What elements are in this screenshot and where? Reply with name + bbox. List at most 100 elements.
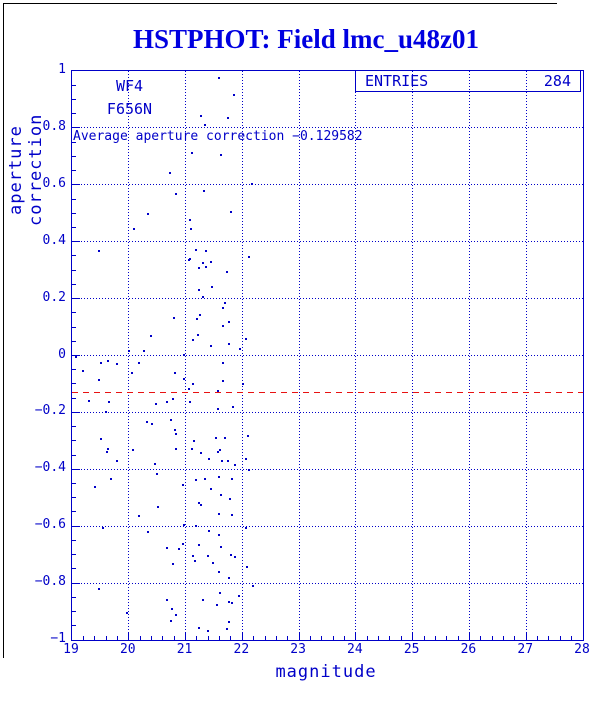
data-point (169, 619, 172, 622)
data-point (233, 555, 236, 558)
data-point (218, 571, 221, 573)
data-point (250, 182, 253, 185)
y-minor-tick (72, 340, 76, 342)
y-minor-tick (72, 554, 76, 556)
data-point (193, 439, 196, 442)
data-point (74, 355, 77, 358)
data-point (229, 553, 232, 556)
x-minor-tick (321, 636, 323, 640)
x-major-tick (355, 632, 357, 640)
x-minor-tick (116, 636, 118, 640)
y-tick-label: 0.2 (42, 289, 66, 305)
x-minor-tick (400, 636, 402, 640)
x-minor-tick (219, 636, 221, 640)
data-point (106, 448, 109, 451)
x-tick-label: 23 (290, 642, 306, 657)
data-point (189, 258, 192, 261)
data-point (190, 151, 193, 154)
x-minor-tick (378, 636, 380, 640)
y-minor-tick (72, 611, 76, 613)
data-point (198, 266, 201, 269)
data-point (211, 561, 214, 564)
x-minor-tick (537, 636, 539, 640)
data-point (227, 116, 230, 119)
data-point (187, 258, 190, 261)
horizontal-gridline (72, 355, 583, 356)
y-minor-tick (72, 283, 76, 285)
y-minor-tick (72, 440, 76, 442)
data-point (199, 452, 202, 455)
y-minor-tick (72, 84, 76, 86)
data-point (147, 213, 150, 216)
data-point (197, 334, 200, 337)
y-minor-tick (72, 568, 76, 570)
data-point (190, 227, 193, 230)
x-minor-tick (82, 636, 84, 640)
data-point (189, 219, 192, 222)
data-point (199, 114, 202, 117)
x-minor-tick (105, 636, 107, 640)
data-point (218, 534, 221, 537)
data-point (198, 627, 201, 630)
data-point (190, 448, 193, 451)
horizontal-gridline (72, 411, 583, 413)
data-point (194, 478, 197, 481)
data-point (181, 483, 184, 486)
average-correction-annotation: Average aperture correction −0.129582 (73, 129, 363, 144)
data-point (145, 421, 148, 424)
data-point (174, 613, 177, 616)
x-tick-label: 22 (233, 642, 250, 657)
data-point (102, 526, 105, 529)
x-major-tick (185, 632, 187, 640)
data-point (106, 450, 109, 453)
data-point (115, 363, 118, 366)
y-minor-tick (72, 141, 76, 143)
data-point (206, 629, 209, 632)
data-point (222, 306, 225, 309)
data-point (223, 301, 226, 304)
data-point (245, 565, 248, 568)
data-point (216, 450, 219, 453)
average-correction-line (72, 391, 583, 393)
data-point (219, 153, 222, 156)
data-point (226, 271, 228, 274)
y-major-tick (72, 468, 80, 470)
y-tick-label: 1 (58, 62, 66, 77)
y-tick-label: −1 (50, 631, 66, 646)
y-minor-tick (72, 269, 76, 271)
y-minor-tick (72, 596, 76, 598)
data-point (227, 621, 230, 624)
data-point (194, 524, 197, 527)
y-major-tick (72, 184, 80, 186)
horizontal-gridline (72, 525, 583, 527)
y-major-tick (72, 127, 80, 129)
data-point (198, 289, 201, 292)
data-point (137, 361, 140, 364)
x-major-tick (525, 632, 527, 640)
data-point (173, 371, 176, 374)
data-point (170, 607, 173, 610)
data-point (202, 262, 205, 265)
data-point (222, 361, 225, 364)
data-point (202, 295, 205, 298)
x-major-tick (298, 632, 300, 640)
x-minor-tick (275, 636, 277, 640)
x-tick-label: 26 (460, 642, 477, 657)
data-point (165, 547, 168, 550)
x-minor-tick (332, 636, 334, 640)
data-point (227, 320, 230, 323)
x-major-tick (241, 632, 243, 640)
y-tick-label: 0.6 (42, 175, 66, 191)
data-point (137, 514, 140, 517)
x-minor-tick (344, 636, 346, 640)
data-point (93, 485, 96, 488)
y-major-tick (72, 355, 80, 356)
data-point (219, 493, 222, 496)
data-point (172, 563, 175, 566)
data-point (191, 382, 194, 385)
data-point (247, 435, 249, 437)
x-minor-tick (491, 636, 493, 640)
data-point (237, 595, 240, 598)
x-minor-tick (309, 636, 311, 640)
data-point (107, 400, 110, 403)
